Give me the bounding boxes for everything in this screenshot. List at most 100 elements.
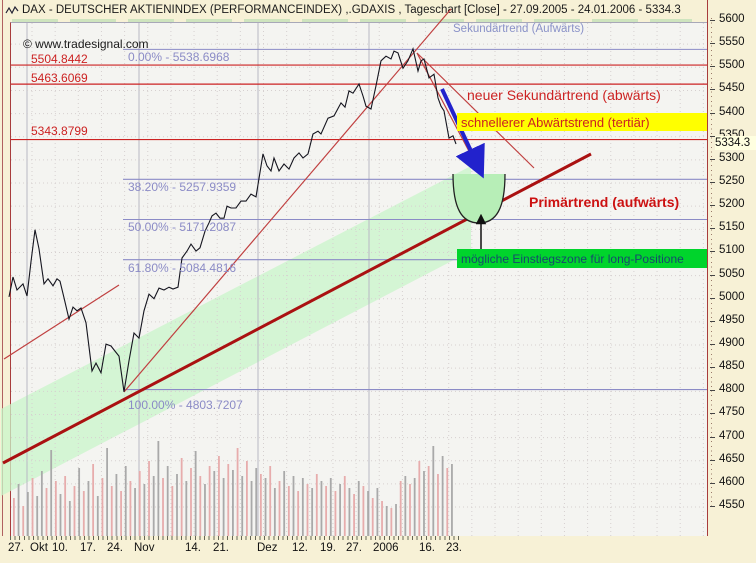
volume-bar [432,446,435,536]
y-axis-label: 5550 [719,36,745,49]
current-price-tag: 5334.3 [715,136,756,150]
volume-bar [441,456,444,536]
volume-bar [59,494,62,536]
volume-bar [329,478,332,536]
volume-bar [413,478,416,536]
volume-bar [297,491,300,536]
time-axis[interactable]: 27. Okt 10. 17. 24. Nov 14. 21. Dez 12. 19. 27. 2006… [0,536,756,563]
y-axis-tick [710,43,715,45]
time-axis-minor-ticks [10,536,462,540]
volume-bar [17,484,20,536]
volume-bar [222,478,225,536]
volume-bar [110,486,113,536]
volume-bar [418,461,421,536]
price-axis[interactable]: 5600 5550 5500 5450 5400 5350 5300 5250 5200 5150… [707,0,756,563]
volume-bar [13,498,15,536]
x-axis-label: 21. [213,542,229,554]
annotation-tertiaer-highlight [457,113,711,131]
y-axis-tick [710,413,715,415]
annotation-neuer-sekundaertrend[interactable]: neuer Sekundärtrend (abwärts) [467,87,661,103]
fib-label-618[interactable]: 61.80% - 5084.4816 [128,261,236,275]
fib-label-382[interactable]: 38.20% - 5257.9359 [128,180,236,194]
volume-bar [339,484,341,536]
y-axis-label: 5000 [719,290,745,303]
level-label-5504[interactable]: 5504.8442 [31,52,88,66]
x-axis-label: 23. [446,542,462,554]
volume-bar [306,484,309,536]
y-axis-tick [710,367,715,369]
y-axis-tick [710,66,715,68]
annotation-primaertrend[interactable]: Primärtrend (aufwärts) [529,194,679,210]
volume-bar [301,478,304,536]
volume-bar [208,466,211,536]
volume-bar [194,451,197,536]
volume-bar [36,496,39,536]
volume-bar [73,486,76,536]
x-axis-label: 2006 [373,542,399,554]
annotation-einstiegszone[interactable]: mögliche Einstiegszone für long-Position… [461,252,684,266]
annotation-tertiaer[interactable]: schnellerer Abwärtstrend (tertiär) [461,115,650,130]
fib-label-100[interactable]: 100.00% - 4803.7207 [128,398,243,412]
fib-label-50[interactable]: 50.00% - 5171.2087 [128,220,236,234]
volume-bar [427,466,430,536]
y-axis-label: 5100 [719,244,745,257]
volume-bar [287,486,290,536]
y-axis-label: 4900 [719,337,745,350]
x-axis-label: 17. [80,542,96,554]
volume-bar [399,481,402,536]
volume-bar [311,488,314,536]
annotation-sekundaertrend-auf[interactable]: Sekundärtrend (Aufwärts) [453,23,584,35]
volume-bar [320,481,323,536]
alter-trend-links-line[interactable] [3,284,120,360]
volume-bar [180,458,183,536]
volume-bar [269,466,272,536]
y-axis-tick [710,158,715,160]
volume-bar [367,491,369,536]
annotation-einstieg-highlight [457,249,709,268]
volume-bar [357,481,360,536]
green-channel-band[interactable] [1,166,471,496]
chart-title: DAX - DEUTSCHER AKTIENINDEX (PERFORMANCE… [22,4,681,16]
volume-bar [87,481,90,536]
level-label-5343[interactable]: 5343.8799 [31,124,88,138]
chart-title-bar: DAX - DEUTSCHER AKTIENINDEX (PERFORMANCE… [0,0,756,22]
volume-bar [152,476,155,536]
y-axis-label: 5400 [719,105,745,118]
volume-bar [162,478,164,536]
volume-bar [376,488,379,536]
y-axis-label: 4850 [719,360,745,373]
y-axis-label: 4650 [719,452,745,465]
neuer-sekundaertrend-line[interactable] [416,52,535,169]
volume-bar [325,486,328,536]
volume-bar [451,464,453,536]
volume-bar [96,496,99,536]
volume-bar [138,471,141,536]
volume-bar [334,491,337,536]
volume-bar [259,474,262,536]
y-axis-label: 5600 [719,13,745,25]
line-chart-icon [5,5,19,15]
chart-plot-area[interactable]: © www.tradesignal.com 5504.8442 5463.606… [1,8,711,537]
volume-bar [404,476,407,536]
fib-label-0[interactable]: 0.00% - 5538.6968 [128,50,230,64]
sekundaertrend-auf-line[interactable] [123,8,452,393]
volume-bar [199,476,202,536]
volume-bar [278,481,281,536]
y-axis-tick [710,320,715,322]
level-label-5463[interactable]: 5463.6069 [31,71,88,85]
volume-bar [292,476,295,536]
y-axis-label: 4600 [719,475,745,488]
volume-bar [54,481,57,536]
x-axis-label: 14. [185,542,201,554]
volume-bar [143,484,146,536]
volume-bar [371,498,374,536]
volume-bar [250,481,253,536]
volume-bar [343,476,346,536]
volume-bar [241,476,244,536]
volume-bar [148,461,150,536]
volume-bar [264,478,267,536]
y-axis-label: 5450 [719,82,745,95]
volume-bar [395,504,397,536]
y-axis-label: 5150 [719,221,745,234]
volume-bar [78,468,81,536]
